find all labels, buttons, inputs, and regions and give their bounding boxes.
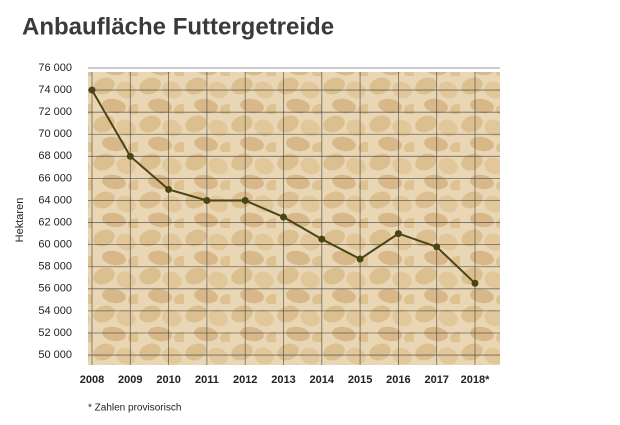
data-point bbox=[88, 86, 96, 94]
y-axis-label: Hektaren bbox=[14, 198, 26, 243]
x-tick-label: 2012 bbox=[233, 374, 257, 386]
y-tick-label: 62 000 bbox=[38, 216, 72, 228]
y-tick-label: 58 000 bbox=[38, 261, 72, 273]
y-tick-label: 56 000 bbox=[38, 283, 72, 295]
footnote: * Zahlen provisorisch bbox=[88, 403, 181, 414]
y-tick-label: 54 000 bbox=[38, 305, 72, 317]
x-tick-label: 2010 bbox=[156, 374, 180, 386]
data-point bbox=[280, 213, 287, 221]
data-point bbox=[318, 235, 326, 243]
x-tick-label: 2011 bbox=[195, 374, 219, 386]
data-point bbox=[471, 279, 479, 287]
data-point bbox=[241, 196, 249, 204]
data-point bbox=[126, 152, 134, 160]
data-point bbox=[165, 185, 173, 193]
plot-background bbox=[88, 72, 500, 365]
y-tick-label: 50 000 bbox=[38, 349, 72, 361]
x-tick-label: 2009 bbox=[118, 374, 142, 386]
y-tick-label: 70 000 bbox=[38, 128, 72, 140]
x-tick-label: 2014 bbox=[310, 374, 335, 386]
x-tick-label: 2016 bbox=[386, 374, 410, 386]
y-tick-label: 64 000 bbox=[38, 194, 72, 206]
y-tick-label: 68 000 bbox=[38, 150, 72, 162]
x-tick-label: 2018* bbox=[461, 374, 490, 386]
y-tick-label: 72 000 bbox=[38, 106, 72, 118]
y-tick-label: 60 000 bbox=[38, 239, 72, 251]
x-tick-label: 2013 bbox=[271, 374, 295, 386]
y-tick-label: 74 000 bbox=[38, 84, 72, 96]
x-tick-label: 2008 bbox=[80, 374, 104, 386]
data-point bbox=[203, 196, 211, 204]
y-tick-label: 76 000 bbox=[38, 62, 72, 74]
chart-title: Anbaufläche Futtergetreide bbox=[22, 13, 334, 40]
data-point bbox=[433, 243, 441, 251]
y-tick-label: 66 000 bbox=[38, 172, 72, 184]
y-tick-label: 52 000 bbox=[38, 327, 72, 339]
x-tick-label: 2017 bbox=[424, 374, 448, 386]
x-tick-label: 2015 bbox=[348, 374, 372, 386]
data-point bbox=[356, 255, 364, 263]
data-point bbox=[394, 230, 402, 238]
